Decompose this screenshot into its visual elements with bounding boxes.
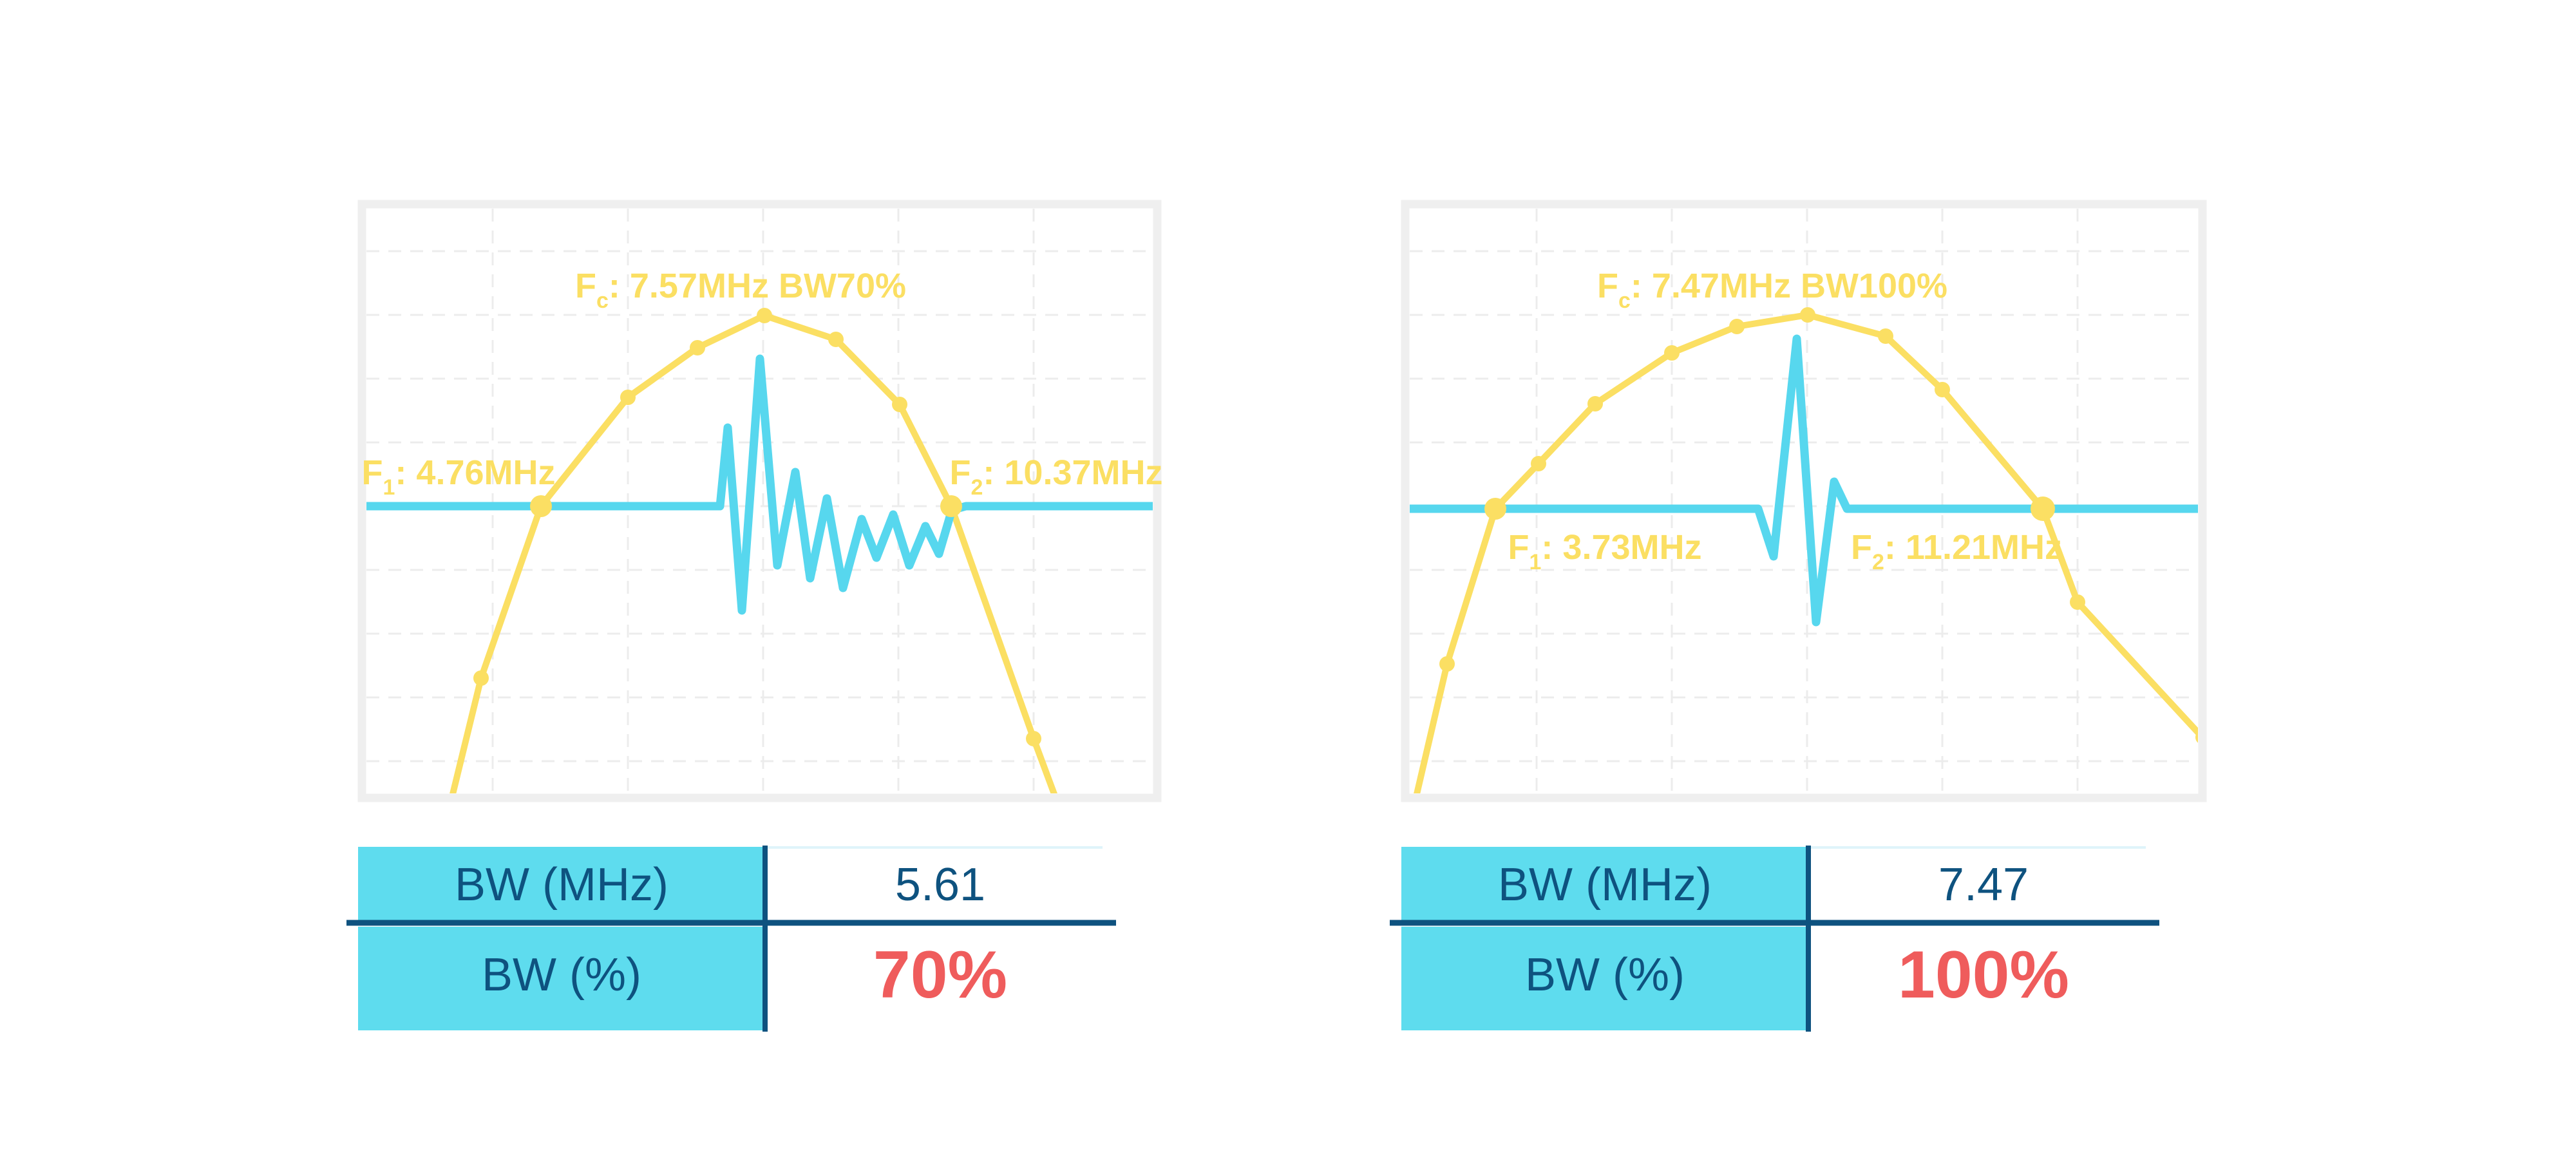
data-point-marker	[1664, 345, 1680, 361]
header-cell-bw-mhz	[1401, 847, 1808, 922]
row-label-bw-mhz: BW (MHz)	[455, 859, 668, 911]
fc-annotation: Fc: 7.47MHz BW100%	[1597, 267, 1947, 313]
data-point-marker	[473, 670, 489, 686]
data-point-marker	[1935, 382, 1950, 397]
value-bw-mhz: 5.61	[895, 859, 985, 911]
data-point-marker	[940, 495, 962, 517]
data-point-marker	[1026, 731, 1041, 746]
table-bw70: BW (MHz) 5.61 BW (%) 70%	[346, 846, 1116, 1032]
data-point-marker	[1531, 456, 1546, 471]
data-point-marker	[2031, 497, 2055, 521]
grid-lines	[366, 209, 1153, 793]
row-label-bw-pct: BW (%)	[1525, 949, 1685, 1001]
data-point-marker	[1587, 396, 1603, 411]
f1-annotation: F1: 3.73MHz	[1508, 528, 1702, 574]
value-bw-pct: 100%	[1898, 938, 2069, 1012]
fc-annotation: Fc: 7.57MHz BW70%	[575, 267, 906, 313]
f1-annotation: F1: 4.76MHz	[362, 453, 556, 500]
plot-frame	[357, 200, 1162, 802]
value-bw-mhz: 7.47	[1938, 859, 2029, 911]
data-point-marker	[530, 495, 552, 517]
table-bw100: BW (MHz) 7.47 BW (%) 100%	[1390, 846, 2159, 1032]
header-cell-bw-mhz	[358, 847, 765, 922]
data-point-marker	[757, 308, 772, 323]
data-point-marker	[1484, 498, 1506, 520]
echo-waveform	[366, 354, 1153, 615]
header-cell-bw-pct	[1401, 927, 1808, 1030]
spectrum-markers	[1439, 307, 2198, 743]
data-point-marker	[892, 397, 907, 412]
data-point-marker	[1878, 328, 1893, 344]
header-cell-bw-pct	[358, 927, 765, 1030]
spectrum-markers	[473, 308, 1041, 746]
data-point-marker	[828, 332, 844, 347]
data-point-marker	[620, 390, 636, 405]
echo-waveform	[1410, 334, 2198, 627]
data-point-marker	[1800, 307, 1815, 323]
data-point-marker	[1729, 319, 1745, 334]
data-point-marker	[2070, 594, 2085, 610]
chart-bw100: Fc: 7.47MHz BW100% F1: 3.73MHz F2: 11.21…	[1401, 200, 2207, 802]
row-label-bw-pct: BW (%)	[482, 949, 641, 1001]
data-point-marker	[1439, 656, 1455, 672]
chart-bw70: Fc: 7.57MHz BW70% F1: 4.76MHz F2: 10.37M…	[357, 200, 1163, 802]
value-bw-pct: 70%	[873, 938, 1007, 1012]
f2-annotation: F2: 10.37MHz	[949, 453, 1162, 500]
data-point-marker	[2195, 732, 2198, 743]
f2-annotation: F2: 11.21MHz	[1851, 528, 2062, 574]
row-label-bw-mhz: BW (MHz)	[1498, 859, 1712, 911]
data-point-marker	[690, 340, 705, 355]
